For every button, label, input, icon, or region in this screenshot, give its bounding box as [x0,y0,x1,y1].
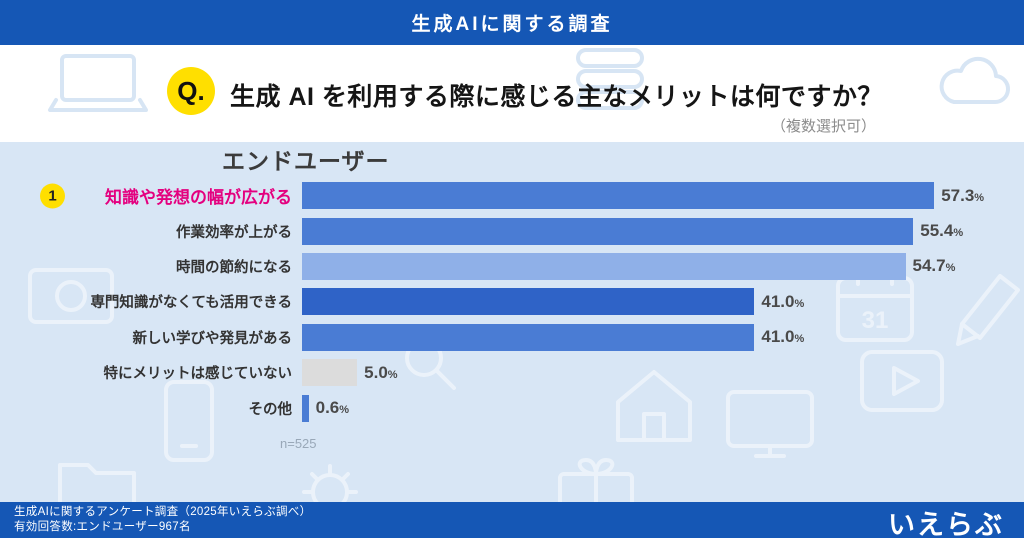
question-badge: Q. [167,67,215,115]
multi-select-note: （複数選択可） [770,118,876,135]
bar [302,182,935,210]
footer-text: 生成AIに関するアンケート調査（2025年いえらぶ調べ） 有効回答数:エンドユー… [14,505,311,535]
respondent-count: 有効回答数:エンドユーザー967名 [14,521,191,533]
bar-track: 5.0% [302,359,964,387]
chart-row: 新しい学びや発見がある 41.0% [0,320,1024,355]
value-label: 57.3% [941,185,985,205]
chart-rows: 1 知識や発想の幅が広がる 57.3% 作業効率が上がる 55.4% [0,178,1024,426]
footer-bar: 生成AIに関するアンケート調査（2025年いえらぶ調べ） 有効回答数:エンドユー… [0,502,1024,538]
value-label: 54.7% [912,256,956,276]
bar-track: 57.3% [302,182,984,210]
bar [302,288,755,316]
category-label: その他 [248,401,293,418]
category-label: 知識や発想の幅が広がる [105,188,292,208]
bar [302,323,755,351]
category-label-cell: 専門知識がなくても活用できる [0,291,302,312]
bar-chart: エンドユーザー 1 知識や発想の幅が広がる 57.3% 作業効率が上がる [0,142,1024,503]
bar-track: 0.6% [302,394,964,422]
bar [302,359,358,387]
category-label: 時間の節約になる [176,259,292,276]
chart-row: 1 知識や発想の幅が広がる 57.3% [0,178,1024,213]
bar [302,394,309,422]
category-label: 作業効率が上がる [176,224,292,241]
value-label: 41.0% [761,291,805,311]
category-label: 特にメリットは感じていない [103,366,293,383]
question-badge-label: Q. [177,75,205,106]
value-label: 5.0% [364,362,398,382]
question-section: Q. 生成 AI を利用する際に感じる主なメリットは何ですか？ （複数選択可） [0,45,1024,142]
header-bar: 生成AIに関する調査 [0,0,1024,45]
category-label-cell: その他 [0,398,302,419]
sample-size: n=525 [280,436,317,451]
chart-row: 作業効率が上がる 55.4% [0,213,1024,248]
category-label-cell: 1 知識や発想の幅が広がる [0,183,302,209]
page-title: 生成AIに関する調査 [411,14,613,35]
category-label: 新しい学びや発見がある [132,330,293,347]
chart-row: 特にメリットは感じていない 5.0% [0,355,1024,390]
category-label: 専門知識がなくても活用できる [90,295,292,312]
ielove-logo: いえらぶ [888,510,1004,538]
question-text: 生成 AI を利用する際に感じる主なメリットは何ですか？ [230,83,883,111]
value-label: 55.4% [920,221,964,241]
chart-row: 専門知識がなくても活用できる 41.0% [0,284,1024,319]
rank-badge: 1 [40,183,65,209]
bar-track: 54.7% [302,252,964,280]
bar-track: 55.4% [302,217,964,245]
bar-track: 41.0% [302,323,964,351]
survey-source: 生成AIに関するアンケート調査（2025年いえらぶ調べ） [14,506,312,518]
category-label-cell: 特にメリットは感じていない [0,362,302,383]
value-label: 0.6% [315,398,350,418]
bar-track: 41.0% [302,288,964,316]
chart-row: その他 0.6% [0,390,1024,425]
value-label: 41.0% [761,327,805,347]
chart-title: エンドユーザー [222,148,390,174]
category-label-cell: 作業効率が上がる [0,221,302,242]
category-label-cell: 新しい学びや発見がある [0,327,302,348]
bar [302,217,914,245]
bar [302,252,906,280]
chart-row: 時間の節約になる 54.7% [0,249,1024,284]
category-label-cell: 時間の節約になる [0,256,302,277]
